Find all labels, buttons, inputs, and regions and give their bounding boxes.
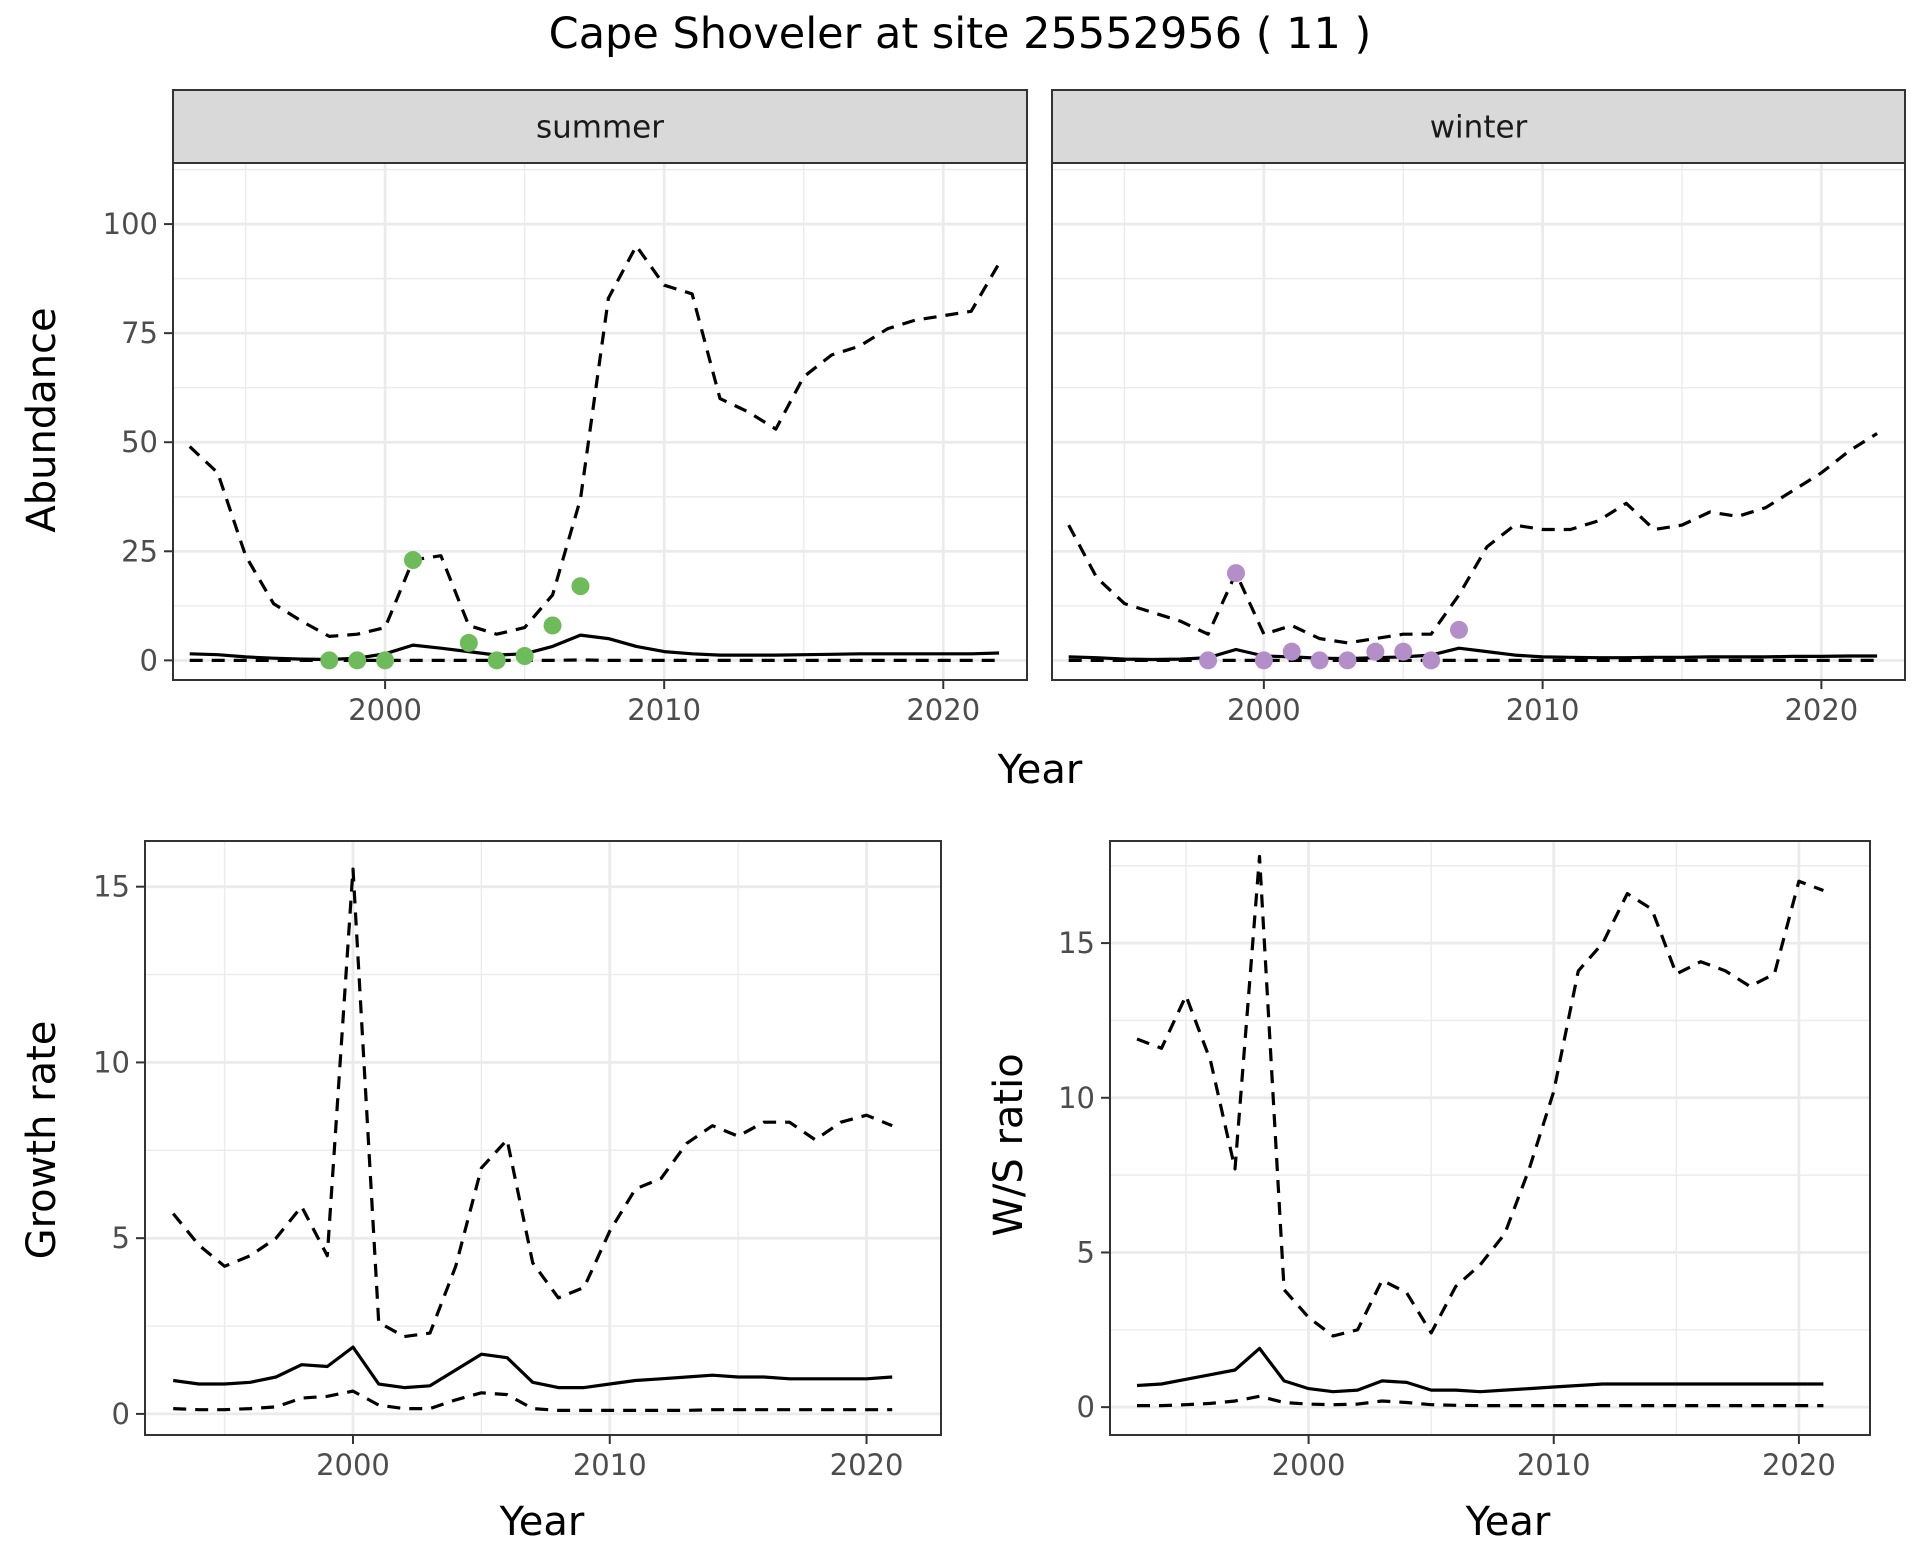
observed-point [1226, 564, 1245, 583]
y-tick-label: 0 [1077, 1390, 1095, 1424]
facet-strip-label: winter [1430, 110, 1528, 146]
observed-point [1199, 651, 1218, 670]
panel-background [1052, 163, 1905, 680]
winter-abundance-panel: winter 2000 2010 2020 [1051, 89, 1906, 727]
facet-strip [1051, 89, 1906, 164]
x-tick-label: 2010 [1506, 693, 1580, 727]
x-tick-label: 2010 [573, 1448, 647, 1482]
growth-x-axis-title: Year [499, 1499, 585, 1545]
chart-title: Cape Shoveler at site 25552956 ( 11 ) [549, 9, 1372, 59]
observed-point [376, 651, 395, 670]
ratio-y-axis-title: W/S ratio [986, 1053, 1032, 1236]
observed-point [348, 651, 367, 670]
x-tick-label: 2020 [1784, 693, 1858, 727]
series-line-lower [1137, 1394, 1824, 1408]
y-tick-label: 25 [121, 534, 158, 568]
y-tick-label: 10 [93, 1045, 130, 1079]
y-tick-label: 50 [121, 425, 158, 459]
summer-abundance-panel: summer 2000 2010 2020 0 25 50 75 100 [103, 89, 1028, 727]
series-line-upper [171, 867, 893, 1339]
x-tick-label: 2020 [1762, 1448, 1836, 1482]
x-tick-label: 2000 [316, 1448, 390, 1482]
y-tick-label: 100 [103, 207, 158, 241]
y-tick-label: 75 [121, 316, 158, 350]
ws-ratio-panel: 2000 2010 2020 0 5 10 15 [1058, 840, 1871, 1482]
observed-point [459, 633, 478, 652]
series-line-lower [173, 1389, 893, 1412]
x-tick-label: 2010 [627, 693, 701, 727]
series-line-upper [188, 244, 1001, 638]
observed-point [1366, 642, 1385, 661]
observed-point [1449, 620, 1468, 639]
x-tick-label: 2000 [1227, 693, 1301, 727]
top-row-x-axis-title: Year [997, 747, 1083, 793]
series-line-upper [1136, 854, 1824, 1338]
observed-point [1338, 651, 1357, 670]
series-line-estimate [1136, 1346, 1824, 1394]
ratio-x-axis-title: Year [1465, 1499, 1551, 1545]
observed-point [487, 651, 506, 670]
x-tick-label: 2000 [1272, 1448, 1346, 1482]
y-tick-label: 5 [112, 1221, 130, 1255]
series-line-estimate [172, 1345, 893, 1390]
y-tick-label: 0 [140, 643, 158, 677]
observed-point [1310, 651, 1329, 670]
y-tick-label: 0 [112, 1397, 130, 1431]
observed-point [515, 647, 534, 666]
observed-point [571, 577, 590, 596]
observed-point [1394, 642, 1413, 661]
observed-point [404, 551, 423, 570]
observed-point [1254, 651, 1273, 670]
observed-point [320, 651, 339, 670]
growth-rate-panel: 2000 2010 2020 0 5 10 15 [93, 840, 942, 1482]
x-tick-label: 2020 [906, 693, 980, 727]
panel-background [1110, 841, 1870, 1435]
x-tick-label: 2010 [1517, 1448, 1591, 1482]
series-line-lower [189, 658, 1000, 662]
observed-point [543, 616, 562, 635]
y-tick-label: 5 [1077, 1235, 1095, 1269]
abundance-y-axis-title: Abundance [19, 307, 65, 532]
y-tick-label: 15 [1058, 926, 1095, 960]
panel-background [145, 841, 941, 1435]
growth-y-axis-title: Growth rate [19, 1021, 65, 1260]
observed-point [1422, 651, 1441, 670]
facet-strip-label: summer [536, 110, 664, 146]
observed-point [1282, 642, 1301, 661]
y-tick-label: 10 [1058, 1081, 1095, 1115]
y-tick-label: 15 [93, 870, 130, 904]
panel-background [173, 163, 1027, 680]
panel-border [144, 840, 942, 1436]
panel-border [1109, 840, 1871, 1436]
x-tick-label: 2020 [830, 1448, 904, 1482]
facet-strip [172, 89, 1028, 164]
x-tick-label: 2000 [348, 693, 422, 727]
series-line-upper [1067, 432, 1878, 645]
